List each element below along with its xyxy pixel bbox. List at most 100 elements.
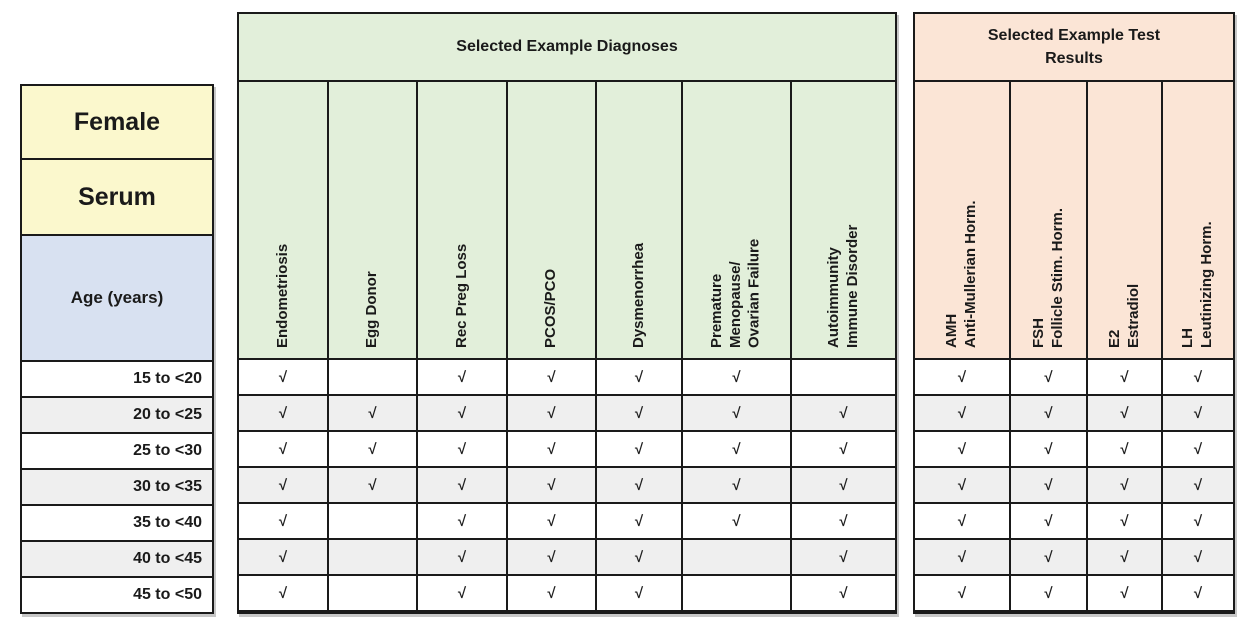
specimen-header-cell: Serum	[22, 160, 212, 234]
check-cell	[683, 576, 790, 610]
check-cell: √	[418, 540, 506, 574]
check-cell: √	[683, 468, 790, 502]
check-cell: √	[508, 396, 595, 430]
check-cell: √	[418, 396, 506, 430]
check-cell: √	[1011, 360, 1086, 394]
check-cell: √	[1163, 504, 1233, 538]
check-cell: √	[1011, 576, 1086, 610]
check-cell: √	[1163, 396, 1233, 430]
check-cell: √	[239, 360, 327, 394]
check-cell: √	[915, 360, 1009, 394]
check-cell: √	[792, 396, 895, 430]
check-cell: √	[508, 576, 595, 610]
check-cell: √	[1088, 432, 1161, 466]
age-row-label: 30 to <35	[22, 470, 212, 504]
col-header-premature-menopause: Premature Menopause/ Ovarian Failure	[683, 82, 790, 358]
check-cell	[329, 576, 416, 610]
check-cell: √	[597, 504, 681, 538]
check-cell: √	[508, 468, 595, 502]
check-cell: √	[418, 576, 506, 610]
age-row-label: 25 to <30	[22, 434, 212, 468]
check-cell: √	[792, 540, 895, 574]
col-header-dysmenorrhea: Dysmenorrhea	[597, 82, 681, 358]
col-header-label: Autoimmunity Immune Disorder	[824, 224, 861, 348]
check-cell: √	[915, 540, 1009, 574]
check-cell: √	[329, 432, 416, 466]
check-cell: √	[792, 432, 895, 466]
check-cell: √	[1011, 468, 1086, 502]
check-cell: √	[1163, 576, 1233, 610]
sex-header-cell: Female	[22, 86, 212, 158]
col-header-label: Dysmenorrhea	[629, 242, 647, 348]
left-header-block: Female Serum Age (years) 15 to <20 20 to…	[20, 84, 214, 614]
check-cell: √	[683, 432, 790, 466]
age-row-label: 40 to <45	[22, 542, 212, 576]
check-cell	[329, 360, 416, 394]
check-cell: √	[1088, 504, 1161, 538]
check-cell: √	[1088, 468, 1161, 502]
check-cell: √	[915, 576, 1009, 610]
check-cell: √	[329, 396, 416, 430]
age-axis-cell: Age (years)	[22, 236, 212, 360]
check-cell: √	[1163, 468, 1233, 502]
check-cell: √	[597, 396, 681, 430]
col-header-pcos-pco: PCOS/PCO	[508, 82, 595, 358]
col-header-label: E2 Estradiol	[1105, 283, 1142, 348]
check-cell	[329, 504, 416, 538]
check-cell: √	[1011, 432, 1086, 466]
check-cell: √	[418, 504, 506, 538]
col-header-endometriosis: Endometriosis	[239, 82, 327, 358]
check-cell: √	[597, 360, 681, 394]
diagnoses-group: Selected Example Diagnoses Endometriosis…	[237, 12, 897, 614]
check-cell: √	[683, 396, 790, 430]
check-cell: √	[239, 432, 327, 466]
col-header-label: Rec Preg Loss	[452, 243, 470, 348]
check-cell: √	[792, 504, 895, 538]
check-cell	[329, 540, 416, 574]
col-header-label: Premature Menopause/ Ovarian Failure	[708, 238, 763, 348]
check-cell: √	[1163, 540, 1233, 574]
check-cell: √	[418, 468, 506, 502]
check-cell: √	[1088, 540, 1161, 574]
check-cell: √	[792, 576, 895, 610]
check-cell: √	[329, 468, 416, 502]
check-cell: √	[915, 396, 1009, 430]
check-cell: √	[239, 396, 327, 430]
col-header-label: PCOS/PCO	[542, 268, 560, 348]
check-cell: √	[508, 360, 595, 394]
check-cell: √	[239, 504, 327, 538]
check-cell: √	[239, 540, 327, 574]
check-cell: √	[915, 504, 1009, 538]
age-row-label: 20 to <25	[22, 398, 212, 432]
col-header-label: LH Leutinizing Horm.	[1179, 221, 1215, 348]
col-header-fsh: FSH Follicle Stim. Horm.	[1011, 82, 1086, 358]
check-cell: √	[418, 360, 506, 394]
check-cell: √	[1011, 504, 1086, 538]
check-cell: √	[683, 504, 790, 538]
check-cell: √	[508, 432, 595, 466]
col-header-autoimmunity: Autoimmunity Immune Disorder	[792, 82, 895, 358]
check-cell: √	[1163, 432, 1233, 466]
col-header-rec-preg-loss: Rec Preg Loss	[418, 82, 506, 358]
col-header-egg-donor: Egg Donor	[329, 82, 416, 358]
check-cell	[792, 360, 895, 394]
check-cell: √	[508, 504, 595, 538]
check-cell: √	[508, 540, 595, 574]
check-cell: √	[1088, 576, 1161, 610]
test-results-group: Selected Example Test Results AMH Anti-M…	[913, 12, 1235, 614]
check-cell: √	[418, 432, 506, 466]
check-cell: √	[683, 360, 790, 394]
check-cell: √	[597, 540, 681, 574]
check-cell: √	[915, 432, 1009, 466]
col-header-label: FSH Follicle Stim. Horm.	[1029, 207, 1066, 348]
check-cell: √	[597, 468, 681, 502]
col-header-label: Egg Donor	[363, 271, 381, 348]
diagnoses-group-title: Selected Example Diagnoses	[239, 14, 895, 80]
col-header-label: AMH Anti-Mullerian Horm.	[943, 200, 979, 348]
check-cell: √	[792, 468, 895, 502]
check-cell: √	[915, 468, 1009, 502]
check-cell: √	[1088, 396, 1161, 430]
check-cell: √	[597, 432, 681, 466]
test-results-group-title: Selected Example Test Results	[915, 14, 1233, 80]
